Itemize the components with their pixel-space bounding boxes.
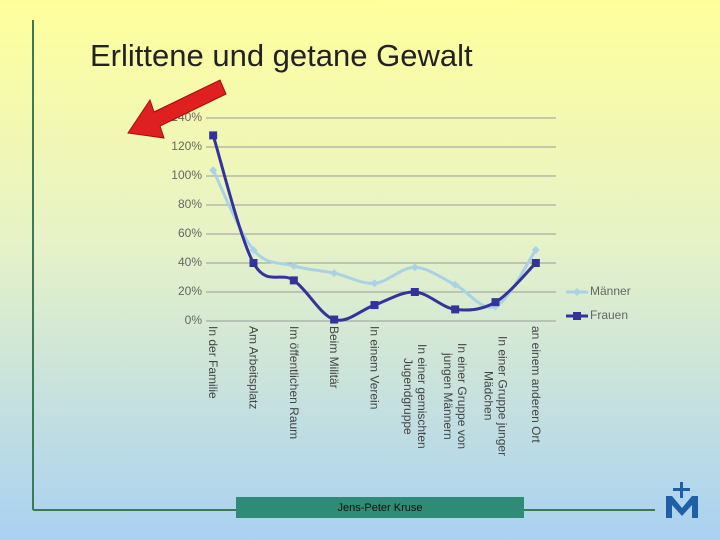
x-tick-label: Beim Militär [327,326,342,389]
x-tick-label: Am Arbeitsplatz [246,326,261,410]
x-tick-label: In der Familie [206,326,221,399]
y-tick-label: 80% [178,197,202,211]
x-tick-label: Im öffentlichen Raum [286,326,301,440]
point [289,261,298,270]
legend-label: Frauen [590,308,628,322]
point [249,245,258,254]
x-tick-label: In einem Verein [367,326,382,410]
point [531,245,540,254]
y-tick-label: 120% [171,139,202,153]
legend-marker [573,312,581,320]
footer: Jens-Peter Kruse [236,497,524,518]
point [451,280,460,289]
x-tick-label: In einer Gruppe von jungen Männern [441,342,470,450]
arrow [127,79,227,139]
y-tick-label: 0% [185,313,203,327]
point [330,315,339,324]
legend-label: Männer [590,284,631,298]
point [491,298,500,307]
point [410,263,419,272]
y-tick-label: 60% [178,226,202,240]
point [370,279,379,288]
y-tick-label: 20% [178,284,202,298]
point [370,301,379,310]
y-tick-label: 40% [178,255,202,269]
legend-marker [573,288,581,296]
point [330,269,339,278]
point [451,305,460,314]
y-tick-label: 100% [171,168,202,182]
series-line [211,134,537,322]
point [531,259,540,267]
point [209,166,218,175]
x-tick-label: In einer Gruppe junger Mädchen [481,335,510,457]
point [410,288,419,296]
point [209,131,218,140]
logo [666,482,698,518]
slide-title: Erlittene und getane Gewalt [90,38,473,73]
point [249,259,258,267]
x-tick-label: an einem anderen Ort [528,326,543,443]
x-tick-label: In einer gemischten Jugendgruppe [400,343,429,449]
point [289,276,298,285]
